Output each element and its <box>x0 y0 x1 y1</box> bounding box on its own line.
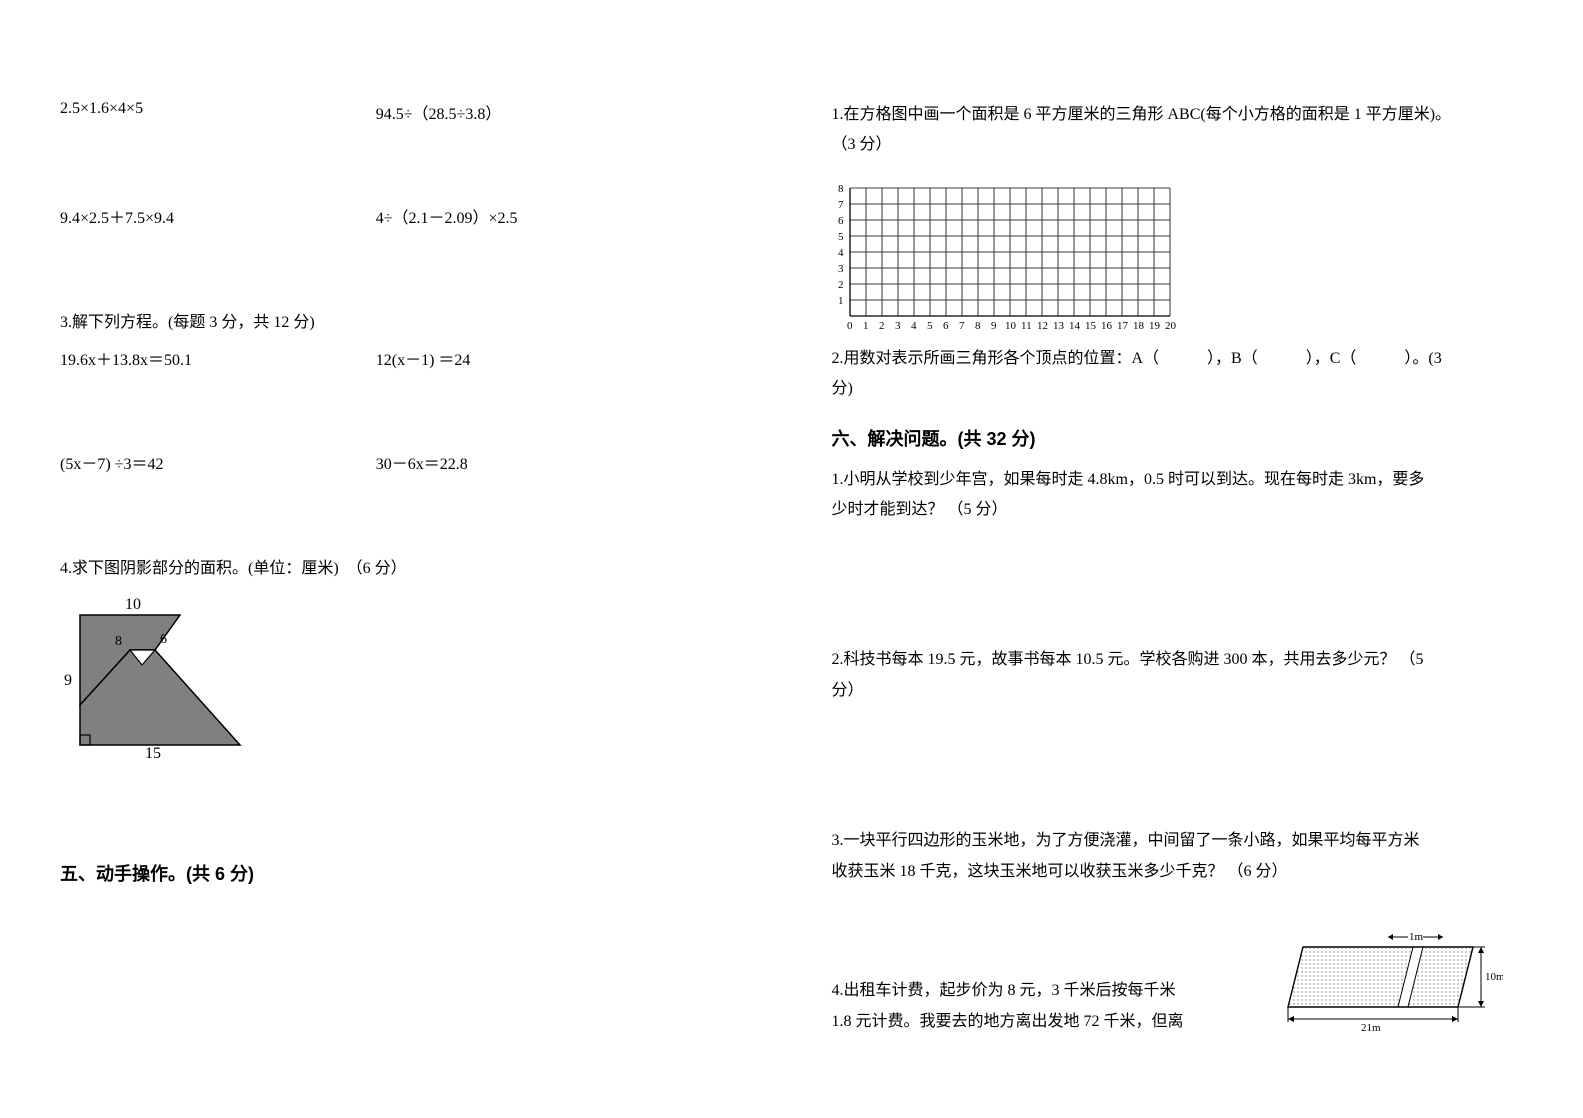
svg-text:18: 18 <box>1133 320 1145 332</box>
shaded-area-figure: 10 8 6 9 15 <box>60 595 692 760</box>
svg-text:15: 15 <box>1085 320 1097 332</box>
dim-left: 9 <box>64 672 72 689</box>
svg-text:20: 20 <box>1165 320 1177 332</box>
problem-4-line2: 1.8 元计费。我要去的地方离出发地 72 千米，但离 <box>832 1007 1274 1037</box>
dim-s2: 6 <box>160 632 167 647</box>
calc-expression: 9.4×2.5＋7.5×9.4 <box>60 204 376 228</box>
svg-text:1: 1 <box>838 295 844 307</box>
dim-top: 10 <box>125 596 141 613</box>
svg-text:5: 5 <box>927 320 933 332</box>
svg-text:10m: 10m <box>1485 971 1503 983</box>
equation: 12(x－1) ＝24 <box>376 346 692 370</box>
coord-answer-line: 2.用数对表示所画三角形各个顶点的位置：A（ ），B（ ），C（ ）。(3 <box>832 344 1504 374</box>
svg-text:12: 12 <box>1037 320 1048 332</box>
equation: 19.6x＋13.8x＝50.1 <box>60 346 376 370</box>
svg-text:9: 9 <box>991 320 997 332</box>
svg-text:16: 16 <box>1101 320 1113 332</box>
coord-answer-points: 分) <box>832 374 1504 404</box>
grid-question-points: （3 分） <box>832 130 1504 160</box>
problem-3-line2: 收获玉米 18 千克，这块玉米地可以收获玉米多少千克？ （6 分） <box>832 857 1504 887</box>
coordinate-grid: 0123456789101112131415161718192012345678 <box>832 181 1504 336</box>
dim-s1: 8 <box>115 634 122 649</box>
dim-bottom: 15 <box>145 745 161 760</box>
svg-text:7: 7 <box>838 199 844 211</box>
svg-text:1m: 1m <box>1409 931 1424 943</box>
svg-text:10: 10 <box>1005 320 1017 332</box>
parallelogram-figure: 1m 10m 21m <box>1273 927 1503 1037</box>
svg-text:17: 17 <box>1117 320 1129 332</box>
svg-text:1: 1 <box>863 320 869 332</box>
svg-text:0: 0 <box>847 320 853 332</box>
problem-1-line2: 少时才能到达？ （5 分） <box>832 495 1504 525</box>
question-3-title: 3.解下列方程。(每题 3 分，共 12 分) <box>60 308 692 338</box>
grid-question-text: 1.在方格图中画一个面积是 6 平方厘米的三角形 ABC(每个小方格的面积是 1… <box>832 100 1504 130</box>
svg-text:4: 4 <box>838 247 844 259</box>
calc-expression: 94.5÷（28.5÷3.8） <box>376 100 692 124</box>
problem-3-line1: 3.一块平行四边形的玉米地，为了方便浇灌，中间留了一条小路，如果平均每平方米 <box>832 826 1504 856</box>
svg-text:5: 5 <box>838 231 844 243</box>
svg-text:6: 6 <box>943 320 949 332</box>
problem-2-line1: 2.科技书每本 19.5 元，故事书每本 10.5 元。学校各购进 300 本，… <box>832 645 1504 675</box>
svg-text:3: 3 <box>895 320 901 332</box>
equation: (5x－7) ÷3＝42 <box>60 450 376 474</box>
svg-text:19: 19 <box>1149 320 1161 332</box>
calc-expression: 4÷（2.1－2.09）×2.5 <box>376 204 692 228</box>
problem-2-line2: 分） <box>832 676 1504 706</box>
equation: 30－6x＝22.8 <box>376 450 692 474</box>
problem-1-line1: 1.小明从学校到少年宫，如果每时走 4.8km，0.5 时可以到达。现在每时走 … <box>832 465 1504 495</box>
section-6-heading: 六、解决问题。(共 32 分) <box>832 425 1504 451</box>
calc-expression: 2.5×1.6×4×5 <box>60 100 376 124</box>
svg-text:11: 11 <box>1021 320 1032 332</box>
svg-text:6: 6 <box>838 215 844 227</box>
svg-text:2: 2 <box>879 320 885 332</box>
section-5-heading: 五、动手操作。(共 6 分) <box>60 860 692 886</box>
svg-text:21m: 21m <box>1361 1022 1381 1034</box>
question-4-title: 4.求下图阴影部分的面积。(单位：厘米) （6 分） <box>60 554 692 584</box>
svg-text:13: 13 <box>1053 320 1065 332</box>
svg-text:4: 4 <box>911 320 917 332</box>
svg-text:8: 8 <box>975 320 981 332</box>
svg-text:3: 3 <box>838 263 844 275</box>
svg-text:7: 7 <box>959 320 965 332</box>
svg-text:2: 2 <box>838 279 844 291</box>
problem-4-line1: 4.出租车计费，起步价为 8 元，3 千米后按每千米 <box>832 976 1274 1006</box>
svg-text:8: 8 <box>838 183 844 195</box>
svg-text:14: 14 <box>1069 320 1081 332</box>
